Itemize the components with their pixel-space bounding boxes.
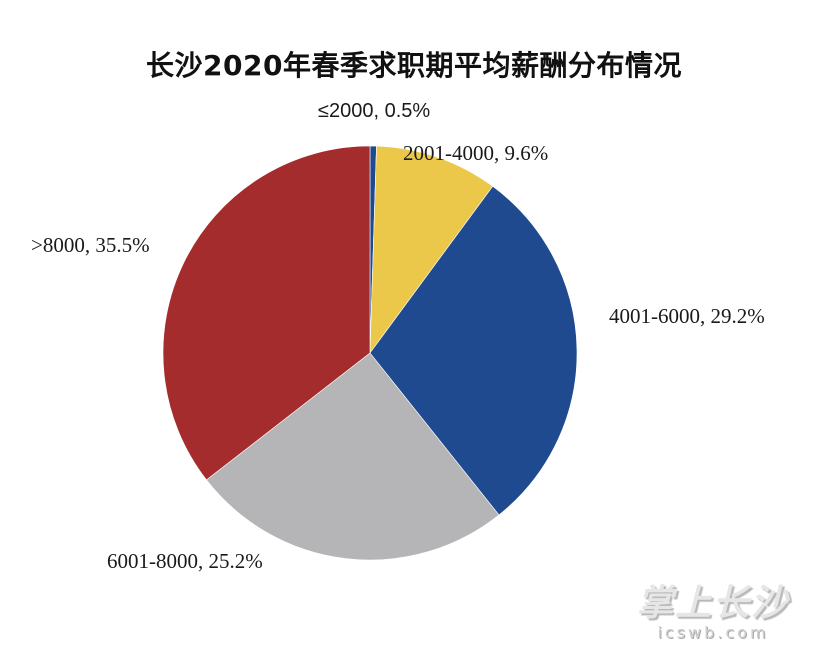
slice-6001-8000 (206, 352, 500, 561)
label-2001-4000: 2001-4000, 9.6% (403, 141, 549, 165)
pie-slices (162, 145, 578, 561)
label-le2000: ≤2000, 0.5% (318, 100, 431, 122)
label-6001-8000: 6001-8000, 25.2% (107, 549, 263, 573)
slice-gt8000 (162, 145, 371, 481)
label-4001-6000: 4001-6000, 29.2% (609, 304, 765, 328)
watermark-brand: 掌上长沙 (636, 583, 789, 624)
watermark-url: icswb.com (657, 623, 769, 642)
label-gt8000: >8000, 35.5% (31, 233, 150, 257)
watermark-logo: 掌上长沙 icswb.com (618, 584, 808, 642)
slice-2001-4000 (369, 145, 494, 354)
chart-title: 长沙2020年春季求职期平均薪酬分布情况 (146, 49, 682, 82)
slice-4001-6000 (369, 185, 578, 516)
